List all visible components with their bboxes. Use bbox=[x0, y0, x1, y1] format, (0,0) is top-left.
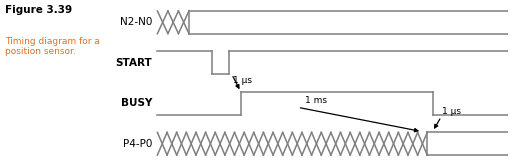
Text: START: START bbox=[115, 58, 152, 68]
Text: 1 ms: 1 ms bbox=[305, 96, 327, 105]
Text: Figure 3.39: Figure 3.39 bbox=[5, 5, 72, 15]
Text: Timing diagram for a
position sensor.: Timing diagram for a position sensor. bbox=[5, 37, 100, 56]
Text: N2-N0: N2-N0 bbox=[120, 17, 152, 27]
Text: P4-P0: P4-P0 bbox=[123, 139, 152, 149]
Text: BUSY: BUSY bbox=[121, 98, 152, 108]
Text: 1 μs: 1 μs bbox=[442, 107, 461, 116]
Text: 1 μs: 1 μs bbox=[233, 76, 252, 85]
